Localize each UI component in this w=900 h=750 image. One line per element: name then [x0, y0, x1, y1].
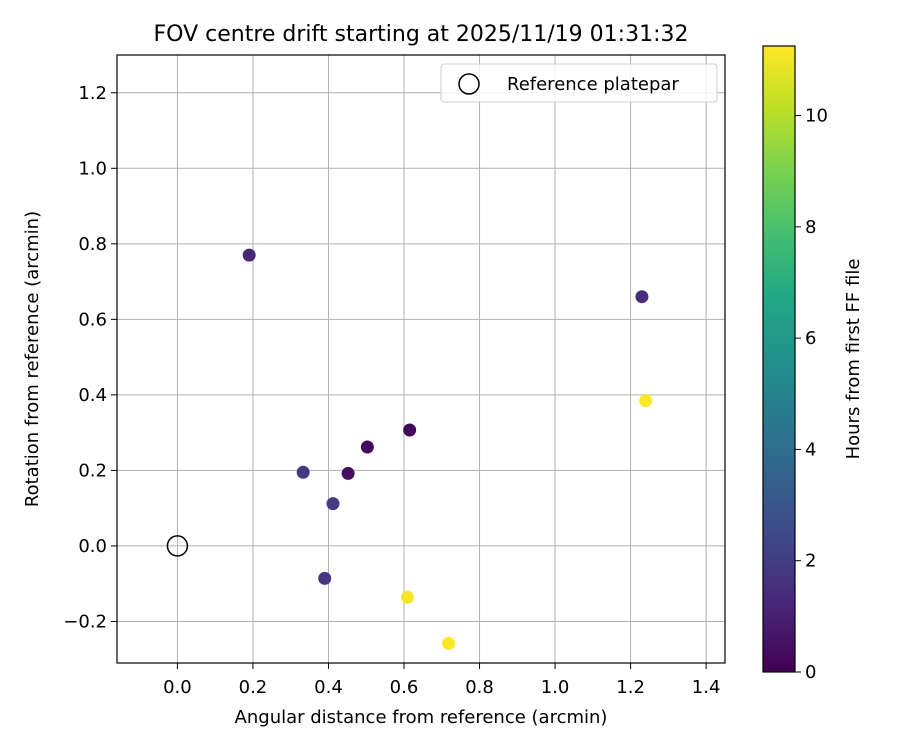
- data-point: [400, 590, 414, 604]
- x-tick-label: 0.2: [239, 677, 268, 698]
- legend: Reference platepar: [440, 63, 718, 103]
- x-axis-ticks: 0.0 0.2 0.4 0.6 0.8 1.0 1.2 1.4: [163, 663, 720, 698]
- data-point: [318, 571, 332, 585]
- y-tick-label: 1.2: [78, 83, 107, 104]
- data-point: [296, 465, 310, 479]
- colorbar-gradient: [762, 45, 796, 673]
- y-tick-label: −0.2: [63, 611, 107, 632]
- data-point: [326, 497, 340, 511]
- data-point: [341, 466, 355, 480]
- colorbar-tick-label: 6: [805, 328, 816, 349]
- colorbar-tick-label: 8: [805, 217, 816, 238]
- data-point: [639, 394, 653, 408]
- reference-platepar-marker: [166, 535, 189, 557]
- y-tick-label: 0.4: [78, 385, 107, 406]
- data-point: [442, 636, 456, 650]
- colorbar-tick-label: 0: [805, 662, 816, 683]
- data-point: [635, 290, 649, 304]
- y-tick-label: 0.8: [78, 234, 107, 255]
- legend-marker-reference: [458, 73, 480, 95]
- y-axis-ticks: −0.2 0.0 0.2 0.4 0.6 0.8 1.0 1.2: [63, 83, 117, 632]
- x-axis-label: Angular distance from reference (arcmin): [235, 707, 608, 728]
- x-tick-label: 1.4: [692, 677, 721, 698]
- plot-frame: [116, 54, 726, 664]
- data-point: [242, 248, 256, 262]
- y-tick-label: 0.6: [78, 309, 107, 330]
- legend-box: [440, 63, 718, 103]
- legend-label-reference: Reference platepar: [507, 74, 679, 95]
- y-tick-label: 1.0: [78, 158, 107, 179]
- colorbar-tick-label: 4: [805, 439, 816, 460]
- x-tick-label: 0.0: [163, 677, 192, 698]
- colorbar-ticks: 0 2 4 6 8 10: [795, 106, 828, 683]
- x-tick-label: 0.4: [314, 677, 343, 698]
- grid-lines: [117, 55, 725, 663]
- y-axis-label: Rotation from reference (arcmin): [22, 211, 43, 507]
- colorbar-label: Hours from first FF file: [843, 259, 864, 460]
- colorbar: 0 2 4 6 8 10 Hours from first FF file: [762, 45, 864, 683]
- x-tick-label: 1.0: [541, 677, 570, 698]
- data-point: [360, 440, 374, 454]
- data-point: [403, 423, 417, 437]
- data-points: [166, 248, 653, 650]
- chart-title: FOV centre drift starting at 2025/11/19 …: [154, 22, 689, 47]
- colorbar-tick-label: 10: [805, 106, 828, 127]
- x-tick-label: 1.2: [616, 677, 645, 698]
- x-tick-label: 0.8: [465, 677, 494, 698]
- x-tick-label: 0.6: [390, 677, 419, 698]
- y-tick-label: 0.2: [78, 460, 107, 481]
- colorbar-tick-label: 2: [805, 551, 816, 572]
- y-tick-label: 0.0: [78, 536, 107, 557]
